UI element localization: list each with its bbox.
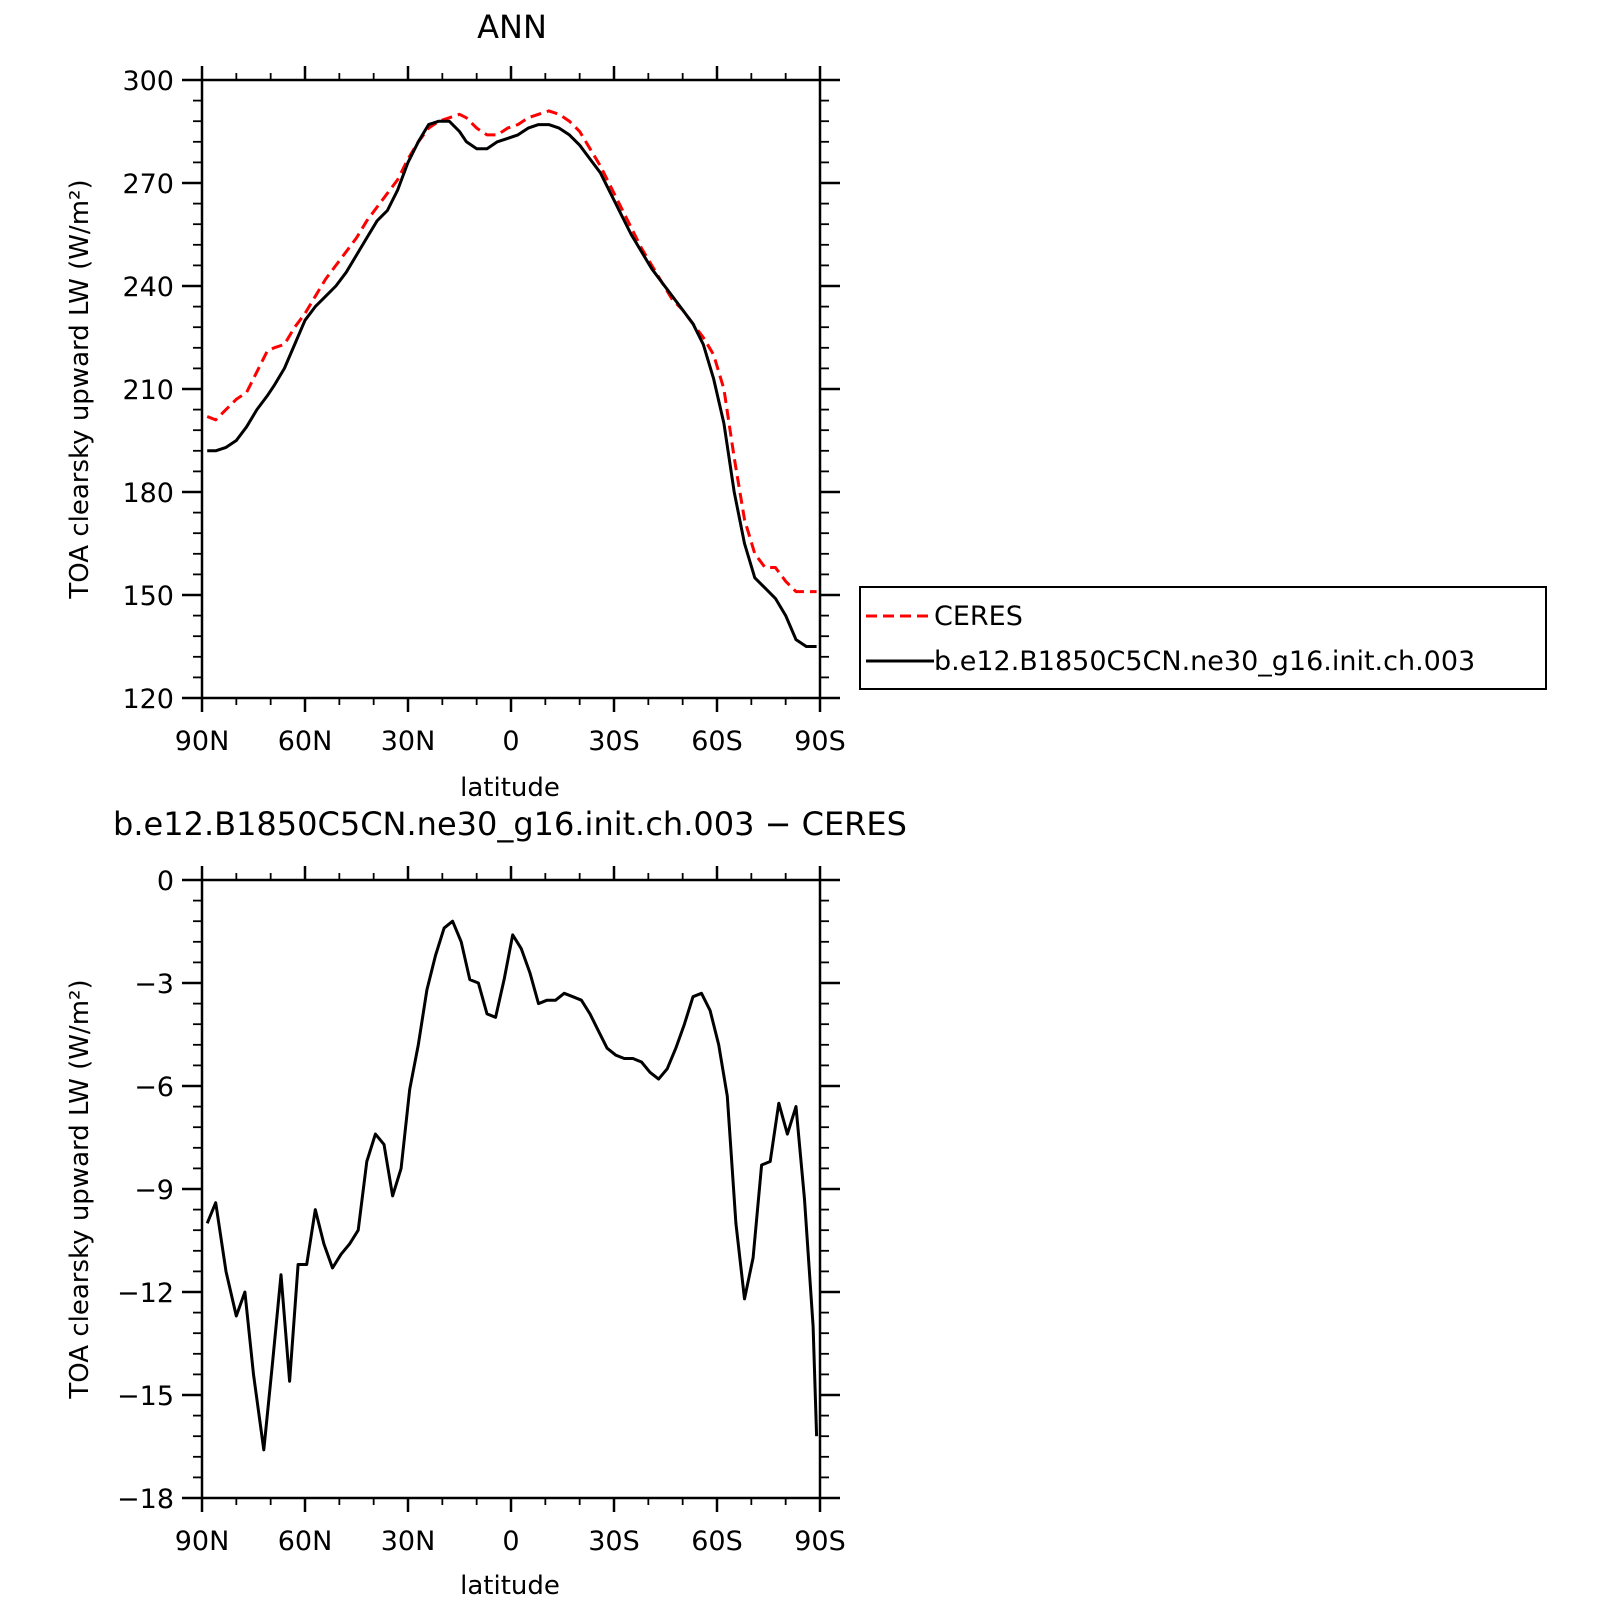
x-tick-label: 30N	[381, 726, 436, 757]
bottom-panel: b.e12.B1850C5CN.ne30_g16.init.ch.003 − C…	[65, 805, 907, 1601]
x-tick-label: 90S	[794, 726, 846, 757]
ceres-series-line	[206, 109, 817, 594]
y-tick-label: −12	[117, 1278, 174, 1309]
y-tick-label: 180	[122, 478, 174, 509]
y-tick-label: 210	[122, 375, 174, 406]
y-tick-label: 270	[122, 169, 174, 200]
x-tick-label: 60N	[278, 1526, 333, 1557]
plot-frame	[200, 78, 822, 700]
x-tick-label: 60S	[691, 726, 743, 757]
x-tick-label: 90N	[175, 1526, 230, 1557]
y-tick-label: 0	[157, 866, 174, 897]
x-tick-label: 30S	[588, 726, 640, 757]
legend-box	[859, 586, 1547, 690]
difference-series-line	[205, 919, 819, 1452]
y-tick-label: 120	[122, 684, 174, 715]
diff-plot-frame	[200, 878, 822, 1500]
x-tick-label: 60S	[691, 1526, 743, 1557]
legend-label-model: b.e12.B1850C5CN.ne30_g16.init.ch.003	[934, 646, 1475, 677]
y-tick-label: 150	[122, 581, 174, 612]
model-series-line	[207, 119, 817, 648]
x-tick-label: 30N	[381, 1526, 436, 1557]
x-tick-label: 0	[502, 1526, 519, 1557]
y-tick-label: −15	[117, 1381, 174, 1412]
top-panel: ANN 90N 60N 30N 0 30S 60S 90S 120 150 180 210 240 2…	[65, 8, 846, 803]
diff-chart-title: b.e12.B1850C5CN.ne30_g16.init.ch.003 − C…	[113, 805, 907, 843]
x-tick-label: 0	[502, 726, 519, 757]
x-tick-label: 60N	[278, 726, 333, 757]
y-tick-label: −18	[117, 1484, 174, 1515]
chart-title: ANN	[477, 8, 547, 46]
y-tick-label: 240	[122, 272, 174, 303]
legend: CERES b.e12.B1850C5CN.ne30_g16.init.ch.0…	[859, 586, 1547, 690]
legend-label-ceres: CERES	[934, 601, 1023, 632]
y-tick-label: −6	[134, 1072, 174, 1103]
y-tick-label: −9	[134, 1175, 174, 1206]
x-tick-label: 90N	[175, 726, 230, 757]
x-tick-label: 90S	[794, 1526, 846, 1557]
y-tick-label: 300	[122, 66, 174, 97]
x-tick-label: 30S	[588, 1526, 640, 1557]
x-axis-label: latitude	[460, 773, 560, 803]
y-tick-label: −3	[134, 969, 174, 1000]
y-axis-label: TOA clearsky upward LW (W/m²)	[65, 179, 95, 599]
diff-y-axis-label: TOA clearsky upward LW (W/m²)	[65, 979, 95, 1399]
diff-x-axis-label: latitude	[460, 1571, 560, 1601]
